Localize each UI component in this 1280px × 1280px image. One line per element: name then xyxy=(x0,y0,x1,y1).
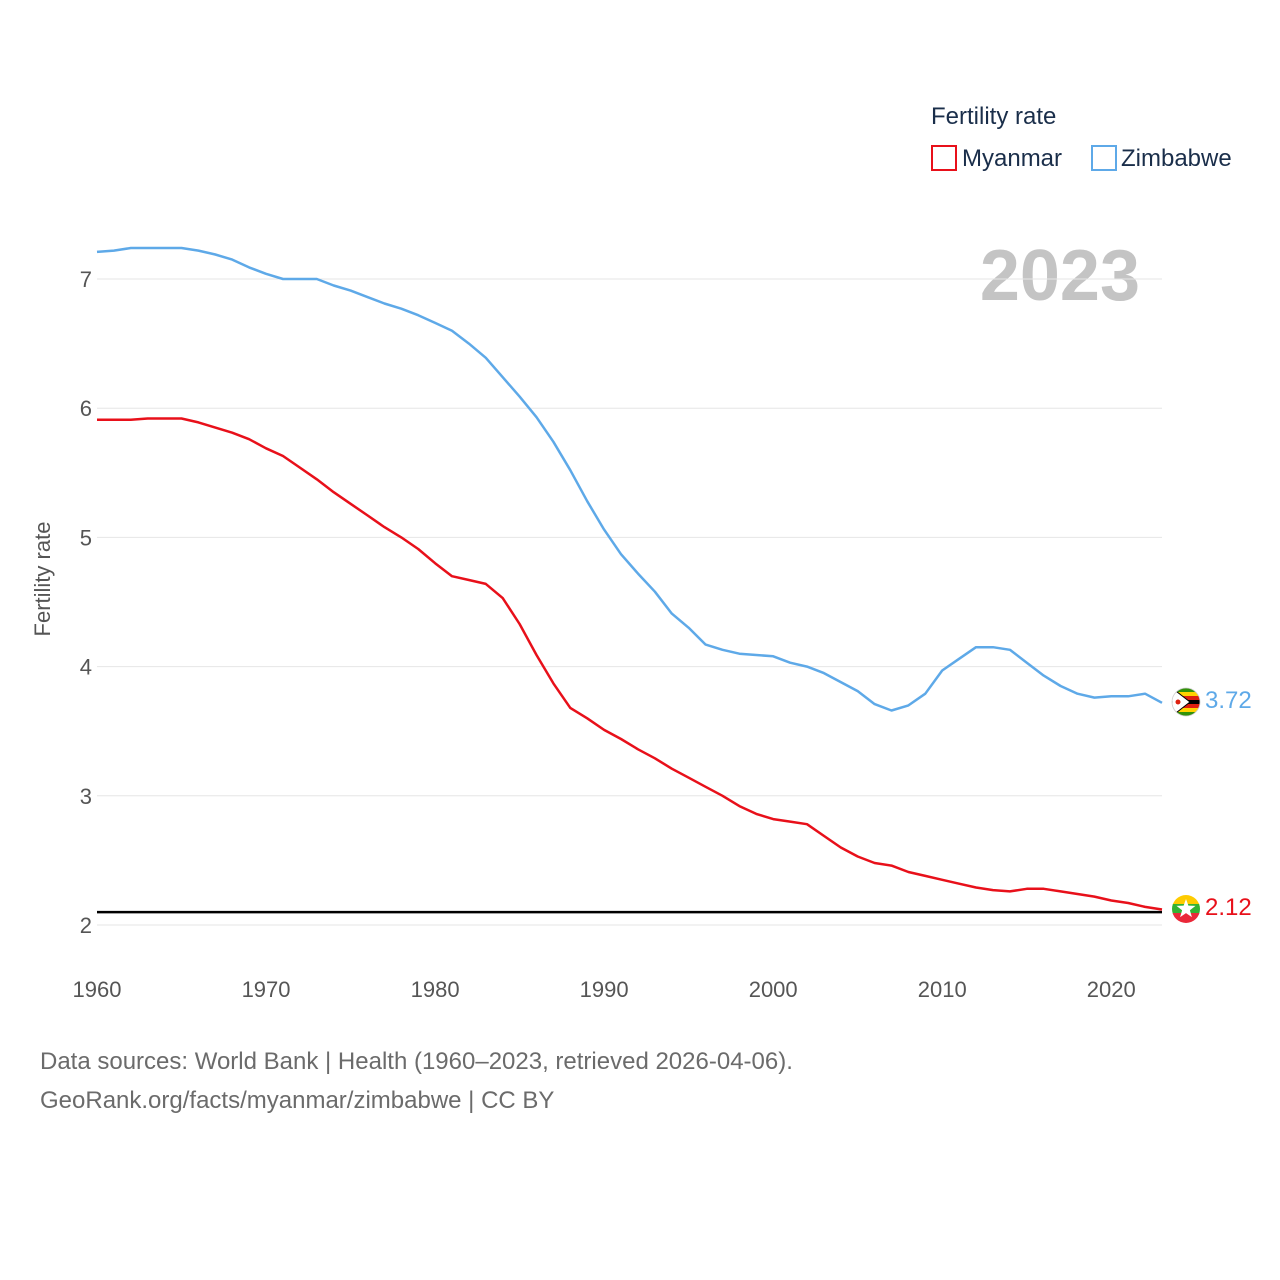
x-tick-label: 1990 xyxy=(580,977,629,1002)
footer-sources: Data sources: World Bank | Health (1960–… xyxy=(40,1048,793,1075)
x-tick-label: 2020 xyxy=(1087,977,1136,1002)
y-axis-title: Fertility rate xyxy=(30,522,55,637)
legend-title: Fertility rate xyxy=(931,103,1056,130)
y-tick-label: 2 xyxy=(80,913,92,938)
end-label-myanmar: 2.12 xyxy=(1205,894,1252,921)
y-tick-label: 6 xyxy=(80,396,92,421)
x-tick-label: 1970 xyxy=(242,977,291,1002)
x-tick-label: 2000 xyxy=(749,977,798,1002)
series-lines xyxy=(96,246,1163,911)
series-line-zimbabwe[interactable] xyxy=(96,246,1163,712)
series-line-myanmar[interactable] xyxy=(97,417,1163,911)
x-tick-label: 2010 xyxy=(918,977,967,1002)
x-tick-label: 1980 xyxy=(411,977,460,1002)
y-axis: 2 3 4 5 6 7 xyxy=(80,267,92,938)
legend-label-myanmar[interactable]: Myanmar xyxy=(962,145,1062,172)
end-markers: 3.72 2.12 xyxy=(1171,687,1252,923)
zimbabwe-flag xyxy=(1171,687,1201,717)
year-label: 2023 xyxy=(980,236,1140,316)
gridlines xyxy=(97,278,1162,926)
x-tick-label: 1960 xyxy=(73,977,122,1002)
y-tick-label: 5 xyxy=(80,525,92,550)
y-tick-label: 4 xyxy=(80,655,92,680)
legend: Fertility rate Myanmar Zimbabwe xyxy=(931,103,1232,172)
y-tick-label: 3 xyxy=(80,784,92,809)
x-axis: 1960 1970 1980 1990 2000 2010 2020 xyxy=(73,977,1136,1002)
legend-label-zimbabwe[interactable]: Zimbabwe xyxy=(1121,145,1232,172)
legend-swatch-zimbabwe[interactable] xyxy=(1091,145,1117,171)
end-label-zimbabwe: 3.72 xyxy=(1205,687,1252,714)
y-tick-label: 7 xyxy=(80,267,92,292)
myanmar-flag xyxy=(1172,895,1200,923)
footer-link[interactable]: GeoRank.org/facts/myanmar/zimbabwe | CC … xyxy=(40,1087,554,1114)
legend-swatch-myanmar[interactable] xyxy=(931,145,957,171)
